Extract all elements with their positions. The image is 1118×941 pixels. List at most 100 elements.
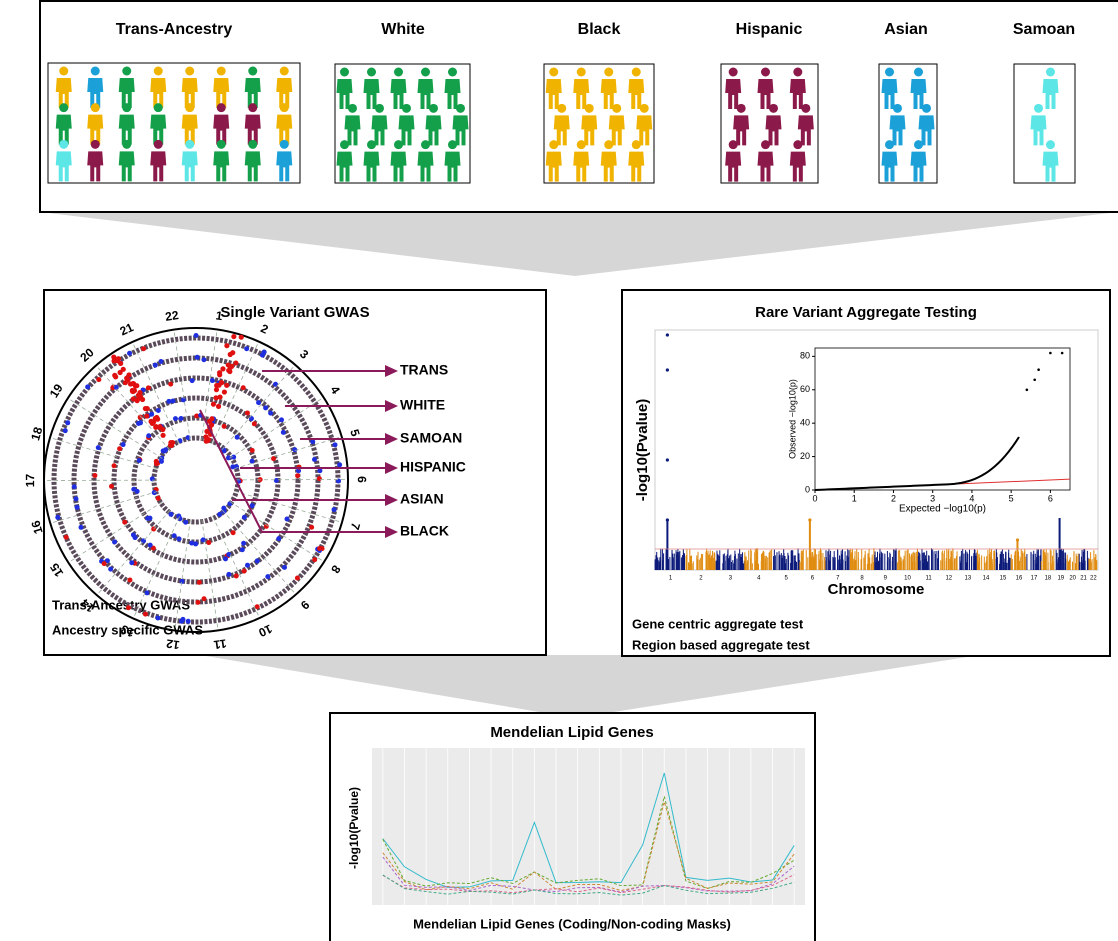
snp	[233, 360, 239, 366]
chromosome-label: 11	[213, 636, 228, 652]
group-label: Asian	[884, 21, 928, 38]
person-head	[185, 66, 195, 76]
person-head	[549, 67, 559, 77]
manhattan-peak	[665, 368, 669, 372]
snp	[226, 551, 232, 557]
person-body	[390, 151, 407, 182]
chromosome-label: 17	[23, 474, 37, 488]
ring-label: ASIAN	[400, 491, 444, 507]
snp	[150, 545, 156, 551]
person-body	[910, 151, 927, 182]
person-body	[628, 151, 645, 182]
person-head	[631, 67, 641, 77]
ring-label: BLACK	[400, 523, 449, 539]
spoke	[97, 366, 171, 451]
snp	[183, 519, 189, 525]
person-head	[421, 67, 430, 77]
snp-hit	[217, 394, 223, 400]
person-body	[545, 151, 562, 182]
snp-hit	[168, 442, 175, 448]
snp	[161, 448, 167, 454]
snp	[155, 408, 161, 414]
person-body	[581, 115, 598, 146]
snp	[132, 535, 138, 541]
ring-label: TRANS	[400, 362, 448, 378]
snp	[312, 557, 318, 563]
person-head	[279, 66, 289, 76]
person-head	[367, 140, 376, 150]
person-body	[608, 115, 625, 146]
x-axis-label: Mendelian Lipid Genes (Coding/Non-coding…	[413, 916, 731, 931]
person-head	[576, 67, 586, 77]
person-head	[604, 140, 614, 150]
snp	[194, 354, 200, 360]
snp	[337, 462, 343, 468]
person-head	[248, 103, 258, 113]
snp	[244, 410, 250, 416]
snp	[233, 573, 239, 579]
snp	[254, 604, 260, 610]
y-tick-label: 0	[805, 484, 810, 494]
chromosome-label: 10	[256, 621, 274, 639]
person-body	[150, 114, 167, 145]
snp	[225, 455, 231, 461]
snp	[155, 615, 161, 621]
person-body	[55, 114, 72, 145]
snp	[65, 420, 71, 426]
snp	[195, 599, 201, 605]
snp	[108, 566, 114, 572]
person-head	[1046, 140, 1055, 150]
person-body	[336, 79, 353, 109]
snp	[78, 524, 84, 530]
person-body	[452, 115, 469, 146]
snp	[95, 445, 101, 451]
person-head	[122, 103, 132, 113]
snp	[194, 413, 200, 419]
snp	[127, 350, 133, 356]
snp	[166, 398, 172, 404]
group-label: Trans-Ancestry	[116, 21, 233, 38]
snp	[217, 511, 223, 517]
spoke	[234, 436, 340, 469]
snp-hit	[231, 333, 237, 340]
snp	[193, 541, 199, 547]
person-body	[118, 151, 135, 182]
person-body	[276, 78, 293, 108]
arrow-line	[199, 409, 386, 533]
person-body	[789, 151, 806, 182]
spoke	[173, 331, 191, 441]
qq-point	[1033, 378, 1036, 382]
snp-hit	[157, 424, 163, 430]
snp-hit	[118, 360, 124, 366]
snp	[241, 568, 247, 574]
snp	[109, 483, 115, 489]
snp	[137, 420, 143, 426]
snp	[185, 618, 191, 624]
snp-hit	[216, 370, 223, 376]
snp	[263, 405, 269, 411]
person-body	[1030, 115, 1047, 146]
snp-hit	[220, 366, 226, 372]
person-head	[612, 103, 622, 113]
person-head	[736, 103, 746, 113]
chromosome-tick: 5	[784, 576, 788, 582]
snp	[176, 513, 182, 519]
person-body	[398, 115, 415, 146]
person-head	[185, 139, 195, 149]
snp	[209, 378, 215, 384]
chromosome-tick: 20	[1069, 576, 1076, 582]
person-body	[425, 115, 442, 146]
snp	[263, 523, 269, 529]
snp	[221, 423, 227, 429]
y-tick-label: 80	[800, 351, 810, 361]
snp	[256, 400, 262, 406]
snp	[73, 496, 79, 502]
snp	[284, 516, 290, 522]
snp-hit	[130, 396, 136, 402]
chromosome-label: 16	[28, 519, 45, 536]
snp	[125, 605, 131, 611]
snp	[185, 435, 191, 441]
qq-point	[1025, 388, 1029, 392]
x-tick-label: 2	[891, 493, 896, 503]
person-body	[1042, 151, 1059, 182]
